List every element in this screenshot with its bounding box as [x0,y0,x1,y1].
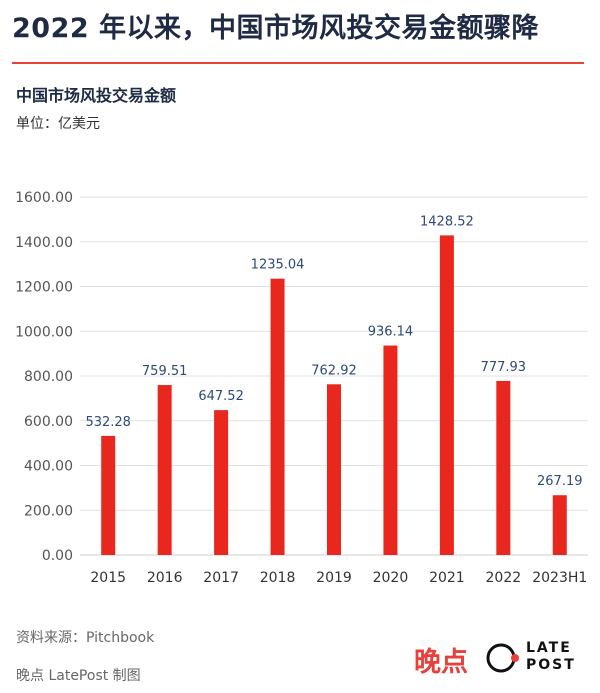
bar [439,235,454,555]
y-tick-label: 1200.00 [15,280,73,296]
x-tick-label: 2023H1 [532,570,587,586]
data-label: 1428.52 [420,214,474,229]
data-label: 267.19 [537,474,583,489]
bar [101,435,116,555]
x-tick-label: 2020 [373,570,409,586]
x-tick-label: 2018 [260,570,296,586]
y-tick-label: 0.00 [42,548,73,564]
x-tick-label: 2015 [90,570,126,586]
y-tick-label: 1400.00 [15,235,73,251]
data-label: 1235.04 [251,258,305,273]
data-label: 759.51 [142,364,188,379]
bar [157,385,172,555]
y-tick-label: 800.00 [24,369,73,385]
bar-chart: 0.00 200.00 400.00 600.00 800.00 1000.00 1200.… [15,190,588,586]
bar [214,410,229,555]
data-label: 762.92 [311,363,357,378]
logo-circle-icon [486,643,519,673]
logo-en-line1: LATE [526,640,572,656]
unit-label: 单位：亿美元 [16,116,100,132]
bar [552,495,567,555]
data-label: 532.28 [85,415,131,430]
bar [270,278,285,555]
credit-note: 晚点 LatePost 制图 [16,668,141,684]
y-tick-label: 400.00 [24,459,73,475]
headline: 2022 年以来，中国市场风投交易金额骤降 [12,13,540,44]
bar [496,380,511,555]
title-divider [12,62,584,64]
bar [327,384,341,555]
source-note: 资料来源：Pitchbook [16,630,155,646]
y-tick-label: 200.00 [24,503,73,519]
y-tick-label: 1600.00 [15,190,73,206]
x-tick-label: 2021 [429,570,465,586]
y-tick-label: 600.00 [24,414,73,430]
bar [383,345,398,555]
logo-en-line2: POST [526,657,576,673]
data-label: 647.52 [198,389,244,404]
y-tick-label: 1000.00 [15,324,73,340]
chart-title: 中国市场风投交易金额 [16,86,177,105]
x-tick-label: 2019 [316,570,352,586]
logo-en-text: LATE POST [526,640,576,674]
x-tick-label: 2022 [486,570,522,586]
logo-cn-text: 晚点 [414,647,468,678]
data-label: 936.14 [368,325,414,340]
data-label: 777.93 [481,360,527,375]
x-tick-label: 2016 [147,570,183,586]
x-tick-label: 2017 [203,570,239,586]
